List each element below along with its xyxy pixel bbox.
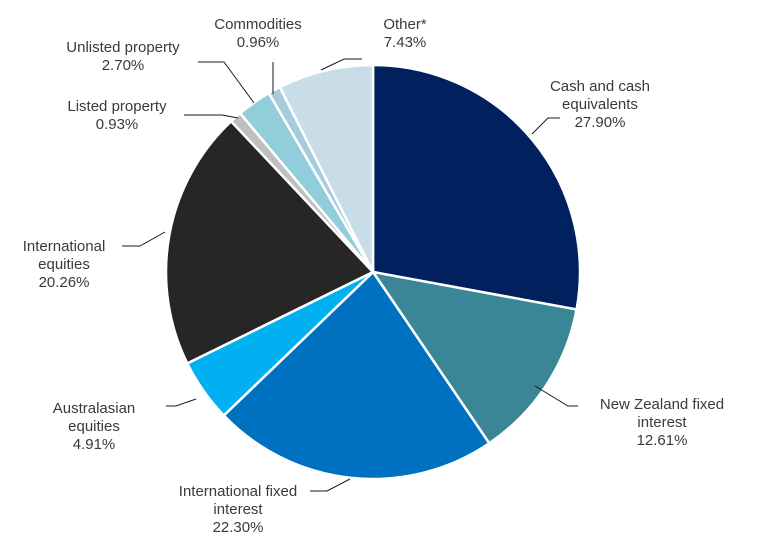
slice-name-label: International [23,238,106,255]
slice-label: Commodities 0.96% [214,16,302,51]
slice-name-label: interest [637,414,687,431]
slice-name-label: Cash and cash [550,78,650,95]
leader-line [531,117,560,135]
slice-name-label: equities [68,418,120,435]
leader-line [198,61,255,104]
slice-label: Listed property 0.93% [67,98,167,133]
slice-name-label: Commodities [214,16,302,33]
leader-line [320,58,362,71]
slice-value-label: 2.70% [102,57,145,74]
slice-labels: Cash and cash equivalents 27.90% New Zealan… [23,16,724,536]
leader-line [534,385,578,407]
slice-name-label: Australasian [53,400,136,417]
slice-value-label: 0.96% [237,34,280,51]
slice-name-label: International fixed [179,483,297,500]
slice-label: Other* 7.43% [383,16,427,51]
slice-label: Unlisted property 2.70% [66,39,180,74]
slice-name-label: Other* [383,16,427,33]
slice-value-label: 0.93% [96,116,139,133]
slice-value-label: 27.90% [575,114,626,131]
slice-label: Australasian equities 4.91% [53,400,136,453]
slice-label: International equities 20.26% [23,238,106,291]
pie-slice-international-fixed-interest [222,270,491,481]
slice-value-label: 20.26% [39,274,90,291]
slice-name-label: Unlisted property [66,39,180,56]
slice-name-label: Listed property [67,98,167,115]
leader-line [184,114,239,119]
slice-name-label: interest [213,501,263,518]
slice-value-label: 4.91% [73,436,116,453]
slice-label: International fixed interest 22.30% [179,483,297,536]
slice-name-label: equivalents [562,96,638,113]
slice-name-label: equities [38,256,90,273]
leader-line [166,398,197,407]
slice-value-label: 12.61% [637,432,688,449]
slice-label: New Zealand fixed interest 12.61% [600,396,724,449]
slice-value-label: 7.43% [384,34,427,51]
leader-line [122,231,166,247]
pie-slices [164,63,582,481]
slice-label: Cash and cash equivalents 27.90% [550,78,650,131]
pie-slice-other [278,63,375,273]
leader-line [310,478,351,492]
slice-value-label: 22.30% [213,519,264,536]
slice-name-label: New Zealand fixed [600,396,724,413]
pie-slice-cash-and-cash-equivalents [371,63,582,311]
leader-lines [122,58,578,492]
pie-slice-international-equities [164,119,376,366]
pie-slice-new-zealand-fixed-interest [370,270,579,446]
